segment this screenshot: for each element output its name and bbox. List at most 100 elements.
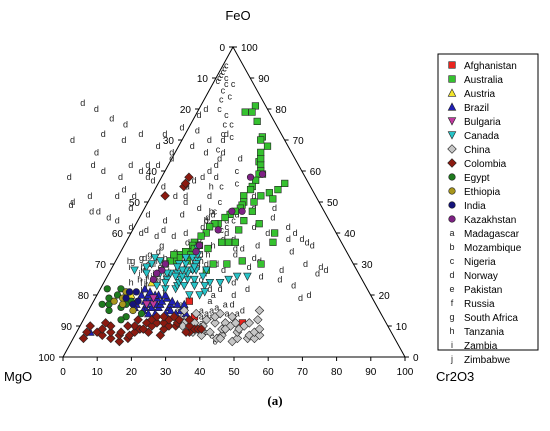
point-australia [231, 238, 239, 246]
legend-marker-kazakhstan [448, 215, 456, 223]
point-australia [241, 108, 249, 116]
point-brazil [137, 290, 146, 299]
point-brazil [161, 290, 170, 299]
point-india [129, 300, 137, 308]
point-norway: d [139, 228, 144, 238]
point-norway: d [192, 175, 197, 185]
point-kazakhstan [258, 170, 267, 178]
point-norway: d [161, 225, 166, 235]
legend-label-zambia: Zambia [464, 341, 498, 352]
point-australia [257, 136, 265, 144]
point-canada [150, 254, 160, 263]
point-colombia [130, 321, 140, 331]
figure-caption: (a) [267, 393, 283, 408]
point-canada [190, 275, 199, 285]
point-bulgaria [142, 300, 151, 309]
point-madagascar: a [199, 312, 204, 322]
legend-marker-australia [448, 75, 456, 83]
legend-marker-madagascar: a [449, 228, 454, 238]
bottom-tick-label: 70 [297, 367, 309, 378]
point-norway: d [252, 253, 257, 263]
point-norway: d [231, 278, 236, 288]
axis-label-left: MgO [4, 369, 32, 384]
point-norway: d [115, 216, 120, 226]
point-australia [224, 238, 233, 246]
point-norway: d [272, 203, 277, 213]
point-norway: d [80, 98, 85, 108]
point-russia: f [145, 275, 148, 285]
point-tanzania: h [163, 253, 168, 263]
point-norway: d [123, 120, 128, 130]
point-zimbabwe: j [150, 271, 153, 281]
point-nigeria: c [229, 132, 234, 142]
point-colombia [159, 311, 169, 322]
point-nigeria: c [224, 79, 229, 89]
point-tanzania: h [137, 275, 142, 285]
point-norway: d [324, 265, 329, 275]
point-kazakhstan [238, 207, 246, 215]
point-norway: d [204, 259, 209, 269]
bottom-tick-label: 60 [263, 367, 275, 378]
point-australia [240, 217, 248, 225]
point-tanzania: h [127, 256, 132, 266]
point-bulgaria [149, 294, 158, 303]
point-colombia [106, 327, 116, 337]
point-russia: f [162, 287, 165, 297]
point-china [215, 333, 225, 344]
point-madagascar: a [175, 306, 180, 316]
point-norway: d [231, 290, 236, 300]
point-nigeria: c [215, 76, 220, 86]
point-nigeria: c [216, 144, 221, 154]
point-madagascar: a [209, 306, 214, 316]
point-canada [198, 272, 208, 282]
point-norway: d [151, 175, 156, 185]
point-norway: d [286, 234, 291, 244]
point-norway: d [315, 268, 320, 278]
point-norway: d [265, 228, 270, 238]
point-norway: d [305, 237, 310, 247]
point-kazakhstan [161, 260, 169, 268]
point-nigeria: c [221, 129, 226, 139]
point-madagascar: a [223, 299, 228, 309]
point-norway: d [156, 141, 161, 151]
point-norway: d [221, 147, 226, 157]
left-tick-label: 50 [129, 198, 141, 209]
point-norway: d [238, 154, 243, 164]
point-norway: d [251, 191, 256, 201]
point-norway: d [109, 113, 114, 123]
legend-label-bulgaria: Bulgaria [464, 117, 501, 128]
point-norway: d [218, 284, 223, 294]
point-ethiopia [119, 300, 127, 308]
point-colombia [160, 191, 170, 201]
point-colombia [100, 318, 111, 328]
point-mozambique: b [204, 216, 209, 226]
point-colombia [123, 321, 133, 331]
point-zimbabwe: j [139, 284, 142, 294]
legend-marker-zambia: i [451, 340, 453, 350]
point-norway: d [214, 160, 219, 170]
point-norway: d [240, 306, 245, 316]
point-norway: d [318, 262, 323, 272]
right-tick-label: 100 [241, 43, 258, 54]
point-china [253, 315, 263, 325]
point-india [125, 288, 134, 296]
point-norway: d [203, 147, 208, 157]
legend-marker-ethiopia [448, 187, 456, 195]
left-tick-label: 60 [112, 229, 124, 240]
data-points: aaaaaaaaaaaaaaaaaabbbbbccccccccccccccccc… [67, 61, 329, 347]
point-india [132, 288, 140, 296]
right-tick-label: 70 [293, 136, 305, 147]
point-norway: d [169, 154, 174, 164]
point-norway: d [270, 213, 275, 223]
legend-marker-south-africa: g [449, 312, 454, 322]
point-norway: d [221, 265, 226, 275]
point-nigeria: c [222, 64, 227, 74]
point-nigeria: c [219, 182, 224, 192]
legend-label-ethiopia: Ethiopia [464, 187, 501, 198]
point-canada [179, 282, 189, 291]
point-south-africa: g [147, 250, 152, 260]
legend-label-canada: Canada [464, 131, 499, 142]
left-tick-label: 70 [95, 260, 107, 271]
legend-marker-brazil [447, 102, 457, 111]
